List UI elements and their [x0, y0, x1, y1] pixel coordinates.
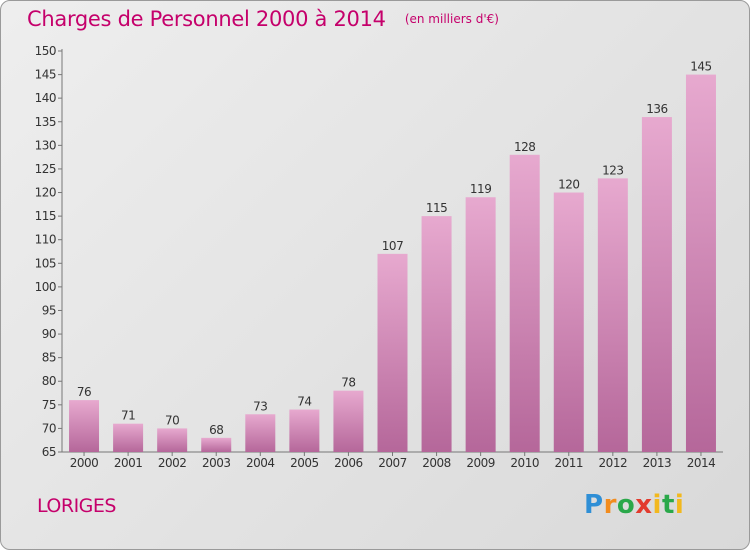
data-label: 119 [470, 182, 491, 196]
x-tick-label: 2009 [466, 456, 495, 470]
bar [245, 414, 276, 452]
bar [69, 400, 100, 452]
data-label: 145 [690, 60, 711, 74]
bar [641, 117, 672, 452]
data-label: 120 [558, 178, 579, 192]
bar [289, 409, 320, 452]
bar [421, 216, 452, 452]
y-tick-label: 150 [35, 44, 56, 58]
x-tick-label: 2011 [554, 456, 583, 470]
y-tick-label: 95 [42, 303, 56, 317]
y-tick-label: 115 [35, 209, 56, 223]
chart-title: Charges de Personnel 2000 à 2014 [27, 7, 386, 31]
x-tick-label: 2008 [422, 456, 451, 470]
x-tick-label: 2005 [290, 456, 319, 470]
x-tick-label: 2006 [334, 456, 363, 470]
data-label: 68 [209, 423, 223, 437]
x-tick-label: 2002 [158, 456, 187, 470]
data-label: 115 [426, 201, 447, 215]
logo-letter: t [661, 490, 675, 520]
bar [465, 197, 496, 452]
data-label: 73 [253, 399, 267, 413]
data-label: 70 [165, 413, 179, 427]
logo-letter: i [652, 490, 662, 520]
logo-letter: r [603, 490, 617, 520]
bar [509, 154, 540, 452]
x-tick-label: 2004 [246, 456, 275, 470]
y-tick-label: 70 [42, 421, 56, 435]
x-tick-label: 2014 [687, 456, 716, 470]
bar [553, 192, 584, 452]
logo-letter: x [635, 490, 653, 520]
bar [201, 437, 232, 452]
data-label: 71 [121, 409, 135, 423]
bar [685, 74, 716, 453]
x-tick-label: 2001 [114, 456, 143, 470]
bar [333, 390, 364, 452]
bar [157, 428, 188, 452]
data-label: 76 [77, 385, 91, 399]
data-label: 128 [514, 140, 535, 154]
data-label: 107 [382, 239, 403, 253]
axes: 65 70 75 80 85 90 95 100 105 110 115 120 125 130 135 14… [35, 44, 723, 470]
commune-name: LORIGES [37, 495, 116, 517]
x-tick-label: 2003 [202, 456, 231, 470]
x-tick-label: 2013 [643, 456, 672, 470]
y-tick-label: 140 [35, 91, 56, 105]
y-tick-label: 80 [42, 374, 56, 388]
data-label: 74 [297, 395, 311, 409]
x-tick-label: 2000 [70, 456, 99, 470]
y-tick-label: 120 [35, 186, 56, 200]
data-label: 78 [341, 376, 355, 390]
bar [597, 178, 628, 452]
data-label: 123 [602, 163, 623, 177]
bar [377, 253, 408, 452]
y-tick-label: 75 [42, 398, 56, 412]
x-tick-label: 2007 [378, 456, 407, 470]
logo-letter: i [674, 490, 685, 520]
y-tick-label: 135 [35, 115, 56, 129]
title-row: Charges de Personnel 2000 à 2014 (en mil… [27, 7, 499, 31]
y-tick-label: 110 [35, 233, 56, 247]
y-tick-label: 145 [35, 68, 56, 82]
y-tick-label: 85 [42, 351, 56, 365]
chart-unit: (en milliers d'€) [404, 12, 499, 26]
y-tick-label: 105 [35, 256, 56, 270]
bars [69, 74, 716, 453]
y-tick-label: 100 [35, 280, 56, 294]
data-label: 136 [646, 102, 667, 116]
y-tick-label: 65 [42, 445, 56, 459]
data-labels: 76 71 70 68 73 74 78 107 115 119 128 120 123 136 145 [77, 60, 712, 437]
x-tick-label: 2012 [599, 456, 628, 470]
y-tick-label: 90 [42, 327, 56, 341]
logo-letter: P [584, 490, 604, 520]
logo-letter: o [616, 490, 636, 520]
y-tick-label: 130 [35, 138, 56, 152]
bar [113, 423, 144, 452]
proxiti-logo: Proxiti [584, 490, 684, 520]
x-tick-label: 2010 [510, 456, 539, 470]
y-tick-label: 125 [35, 162, 56, 176]
